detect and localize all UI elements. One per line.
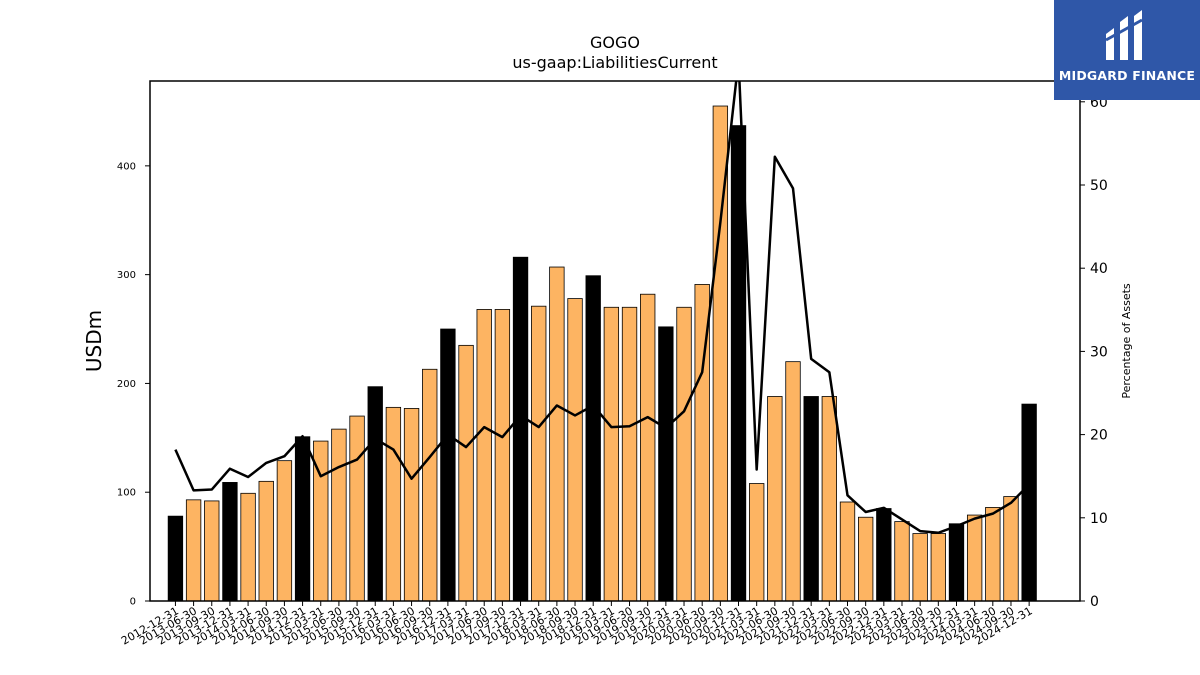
y2-tick-label: 50 xyxy=(1090,178,1108,194)
bar xyxy=(440,328,456,602)
bar xyxy=(331,428,347,602)
midgard-finance-logo: MIDGARD FINANCE xyxy=(1054,0,1200,100)
bar xyxy=(767,396,783,602)
bar xyxy=(676,306,692,602)
bar xyxy=(894,521,910,602)
bar xyxy=(640,293,656,602)
chart-title: GOGO xyxy=(590,33,640,52)
y-tick-label: 100 xyxy=(117,488,136,499)
bar xyxy=(204,500,220,602)
bar xyxy=(966,514,983,602)
logo-mark-icon xyxy=(1105,10,1143,60)
bar xyxy=(494,309,511,602)
y2-tick-label: 20 xyxy=(1090,428,1108,444)
bar xyxy=(185,499,202,602)
bar xyxy=(167,515,184,602)
bar xyxy=(839,501,856,602)
bar xyxy=(785,361,801,602)
logo-text: MIDGARD FINANCE xyxy=(1058,68,1196,83)
bar xyxy=(658,326,674,602)
bar xyxy=(912,533,928,602)
y2-tick-label: 30 xyxy=(1090,344,1108,360)
y-tick-label: 300 xyxy=(117,270,136,281)
bar xyxy=(1003,496,1019,602)
bar xyxy=(367,386,383,602)
bar xyxy=(531,305,547,602)
plot-frame xyxy=(149,80,1081,602)
y-tick-label: 400 xyxy=(117,161,136,172)
bar xyxy=(621,306,638,602)
bar xyxy=(385,406,402,602)
y-axis-label: USDm xyxy=(82,310,106,372)
bar xyxy=(512,256,529,602)
bar xyxy=(603,306,620,602)
y2-tick-label: 10 xyxy=(1090,511,1108,527)
bar xyxy=(821,396,838,602)
bar xyxy=(985,507,1001,602)
bar xyxy=(876,508,892,602)
y2-tick-label: 40 xyxy=(1090,261,1108,277)
y2-tick-label: 0 xyxy=(1090,594,1099,610)
bar xyxy=(567,298,583,602)
bar xyxy=(858,516,874,602)
bar xyxy=(222,482,238,602)
bar xyxy=(585,275,601,602)
bar xyxy=(948,523,965,602)
bar xyxy=(749,483,765,602)
bar xyxy=(803,396,819,602)
bar xyxy=(349,415,365,602)
bar xyxy=(476,309,492,602)
y2-axis-label: Percentage of Assets xyxy=(1120,283,1133,399)
bar xyxy=(276,460,293,602)
y-tick-label: 200 xyxy=(117,379,136,390)
bar xyxy=(930,533,946,602)
bar xyxy=(458,344,474,602)
bar xyxy=(294,436,311,602)
y-tick-label: 0 xyxy=(130,597,136,608)
bar xyxy=(422,368,438,602)
bar xyxy=(403,408,420,602)
bar xyxy=(240,492,256,602)
bar xyxy=(1021,403,1037,602)
bar xyxy=(549,266,565,602)
chart-subtitle: us-gaap:LiabilitiesCurrent xyxy=(512,53,718,72)
bar xyxy=(258,480,274,602)
percentage-line xyxy=(174,81,1031,535)
